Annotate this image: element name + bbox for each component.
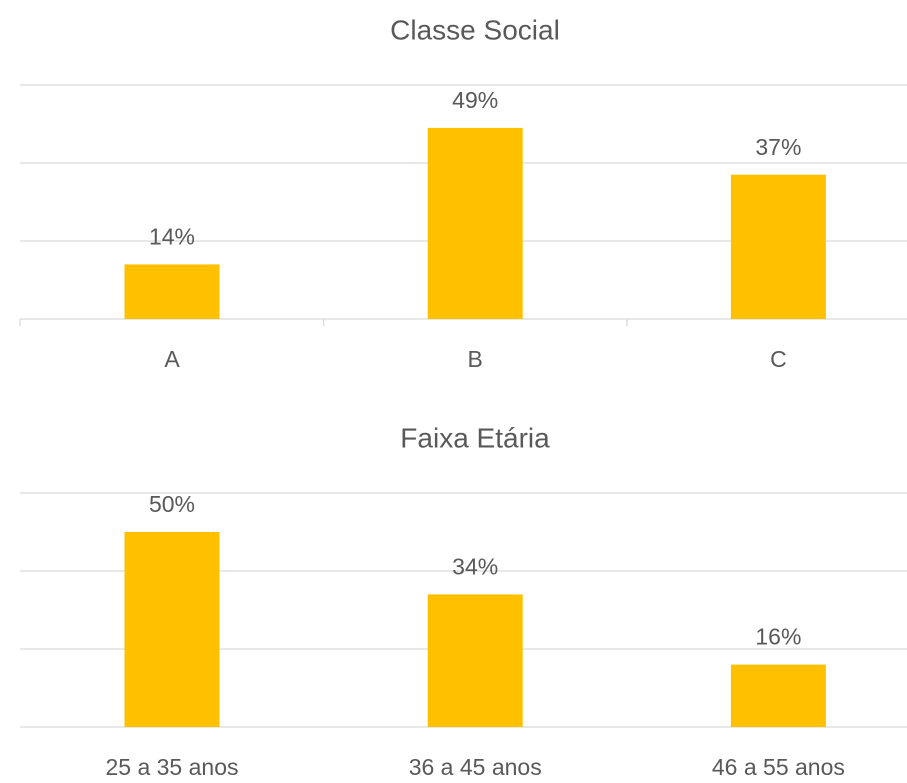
data-label: 37% xyxy=(755,134,801,160)
bar xyxy=(427,127,523,320)
chart-title: Faixa Etária xyxy=(400,422,550,453)
chart-title: Classe Social xyxy=(390,14,560,45)
data-label: 34% xyxy=(452,553,498,579)
data-label: 50% xyxy=(149,491,195,517)
x-tick-label: 46 a 55 anos xyxy=(712,754,845,780)
bar xyxy=(730,174,826,319)
bar xyxy=(730,664,826,727)
x-tick-label: B xyxy=(468,346,483,372)
bar xyxy=(124,264,220,319)
data-label: 14% xyxy=(149,223,195,249)
x-tick-label: 36 a 45 anos xyxy=(409,754,542,780)
data-label: 49% xyxy=(452,87,498,113)
x-tick-label: A xyxy=(164,346,180,372)
data-label: 16% xyxy=(755,624,801,650)
bar xyxy=(427,594,523,727)
x-tick-label: 25 a 35 anos xyxy=(105,754,238,780)
x-tick-label: C xyxy=(770,346,787,372)
bar xyxy=(124,532,220,727)
